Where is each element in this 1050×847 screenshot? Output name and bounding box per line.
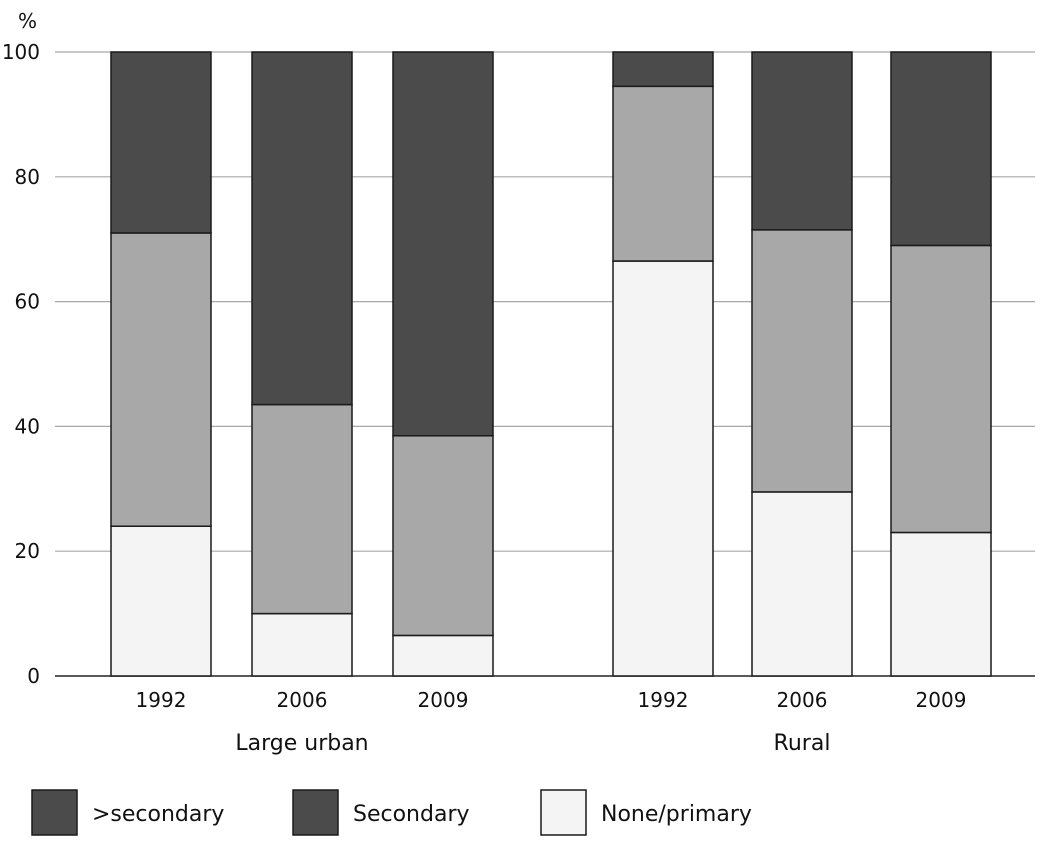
group-labels: Large urban Rural bbox=[235, 731, 830, 756]
group-label: Large urban bbox=[235, 731, 368, 756]
legend-label: None/primary bbox=[601, 802, 752, 827]
bar-segment bbox=[110, 51, 212, 234]
legend-label: Secondary bbox=[353, 802, 470, 827]
bar-segment bbox=[251, 51, 353, 406]
bars bbox=[110, 51, 992, 677]
bar-segment bbox=[890, 51, 992, 247]
bar-segment bbox=[890, 244, 992, 534]
legend-label: >secondary bbox=[92, 802, 224, 827]
y-tick-label: 80 bbox=[15, 165, 40, 189]
x-tick-label: 2006 bbox=[277, 688, 328, 712]
legend: >secondary Secondary None/primary bbox=[31, 789, 752, 836]
x-tick-label: 1992 bbox=[136, 688, 187, 712]
group-label: Rural bbox=[774, 731, 831, 756]
legend-swatch bbox=[292, 789, 339, 836]
gridlines bbox=[55, 51, 1035, 677]
bar-segment bbox=[751, 491, 853, 677]
y-tick-label: 0 bbox=[27, 664, 40, 688]
bar-segment bbox=[612, 85, 714, 262]
bar-segment bbox=[612, 260, 714, 677]
bar-segment bbox=[251, 403, 353, 615]
y-tick-label: 20 bbox=[15, 539, 40, 563]
x-axis-ticks: 1992 2006 2009 1992 2006 2009 bbox=[136, 688, 967, 712]
bar-segment bbox=[110, 525, 212, 677]
x-tick-label: 2009 bbox=[418, 688, 469, 712]
bar-segment bbox=[392, 435, 494, 637]
bar-segment bbox=[392, 51, 494, 437]
x-tick-label: 2009 bbox=[916, 688, 967, 712]
legend-swatch bbox=[31, 789, 78, 836]
bar-segment bbox=[751, 51, 853, 231]
bar-segment bbox=[110, 232, 212, 527]
y-tick-label: 60 bbox=[15, 290, 40, 314]
bar-segment bbox=[612, 51, 714, 88]
y-tick-label: 40 bbox=[15, 414, 40, 438]
bar-segment bbox=[392, 634, 494, 677]
x-tick-label: 1992 bbox=[638, 688, 689, 712]
y-axis-ticks: 0 20 40 60 80 100 bbox=[2, 40, 40, 688]
y-tick-label: 100 bbox=[2, 40, 40, 64]
bar-segment bbox=[251, 612, 353, 677]
x-tick-label: 2006 bbox=[777, 688, 828, 712]
bar-segment bbox=[751, 229, 853, 493]
legend-swatch bbox=[540, 789, 587, 836]
y-axis-unit-label: % bbox=[18, 9, 37, 33]
bar-segment bbox=[890, 531, 992, 677]
